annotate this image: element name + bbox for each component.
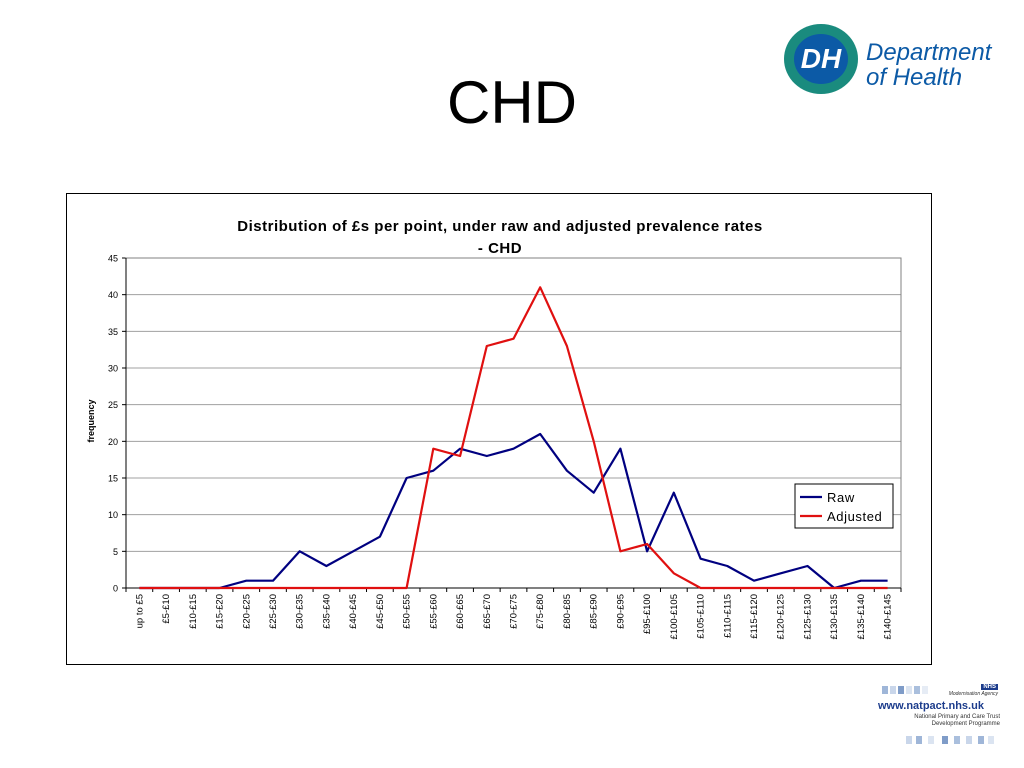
- x-tick-label: £20-£25: [241, 594, 252, 629]
- x-tick-label: £80-£85: [562, 594, 573, 629]
- x-tick-label: £100-£105: [669, 594, 680, 639]
- x-tick-label: £50-£55: [402, 594, 413, 629]
- x-tick-label: £70-£75: [509, 594, 520, 629]
- x-tick-label: £90-£95: [615, 594, 626, 629]
- y-tick-label: 0: [113, 584, 118, 594]
- x-tick-label: £55-£60: [428, 594, 439, 629]
- natpact-sub-line2: Development Programme: [931, 721, 1000, 727]
- department-of-health-logo: DH Department of Health: [784, 24, 1004, 96]
- x-tick-label: £130-£135: [829, 594, 840, 639]
- x-tick-label: £85-£90: [589, 594, 600, 629]
- slide-title: CHD: [447, 69, 577, 136]
- series-line-adjusted: [139, 286, 888, 590]
- legend: [794, 483, 894, 529]
- x-tick-label: £110-£115: [722, 594, 733, 638]
- x-tick-label: £120-£125: [776, 594, 787, 639]
- dh-logo-line2: of Health: [866, 64, 963, 91]
- natpact-logo: NHS Modernisation Agency www.natpact.nhs…: [878, 684, 1000, 754]
- x-tick-label: £115-£120: [749, 594, 760, 639]
- x-tick-label: £40-£45: [348, 594, 359, 629]
- x-tick-label: £15-£20: [215, 594, 226, 629]
- x-tick-label: £65-£70: [482, 594, 493, 629]
- x-tick-label: up to £5: [134, 594, 145, 628]
- legend-label-adjusted: Adjusted: [827, 509, 882, 524]
- dh-logo-mark: DH: [794, 34, 848, 84]
- natpact-agency: Modernisation Agency: [948, 691, 998, 697]
- y-tick-label: 40: [108, 290, 118, 300]
- dh-logo-text: Department of Health: [866, 40, 991, 90]
- y-tick-label: 35: [108, 327, 118, 337]
- dh-logo-line1: Department: [866, 39, 992, 66]
- y-tick-label: 30: [108, 364, 118, 374]
- pixel-pattern-icon: [906, 736, 994, 744]
- chart-frame: [66, 193, 932, 665]
- series-line-raw: [139, 432, 888, 590]
- x-tick-label: £140-£145: [883, 594, 894, 639]
- dh-logo-ring: DH: [784, 24, 858, 94]
- pixel-pattern-icon: [882, 686, 928, 694]
- legend-label-raw: Raw: [827, 490, 855, 505]
- x-tick-label: £125-£130: [802, 594, 813, 639]
- x-tick-label: £75-£80: [535, 594, 546, 629]
- y-axis-label: frequency: [86, 399, 96, 442]
- x-tick-label: £30-£35: [295, 594, 306, 629]
- x-tick-label: £105-£110: [696, 594, 707, 639]
- y-tick-label: 20: [108, 437, 118, 447]
- x-tick-label: £25-£30: [268, 594, 279, 629]
- nhs-badge: NHS: [981, 684, 998, 690]
- y-tick-label: 15: [108, 474, 118, 484]
- y-tick-label: 45: [108, 254, 118, 264]
- y-tick-label: 10: [108, 510, 118, 520]
- plot-area: [125, 257, 902, 589]
- natpact-sub-line1: National Primary and Care Trust: [914, 714, 1000, 720]
- chart-title-line2: - CHD: [477, 240, 523, 257]
- y-tick-label: 5: [113, 547, 118, 557]
- chart-title-line1: Distribution of £s per point, under raw …: [237, 218, 763, 235]
- x-tick-label: £10-£15: [188, 594, 199, 629]
- x-tick-label: £5-£10: [161, 594, 172, 624]
- natpact-url: www.natpact.nhs.uk: [878, 700, 984, 712]
- x-tick-label: £95-£100: [642, 594, 653, 634]
- chart-title: Distribution of £s per point, under raw …: [0, 216, 1000, 260]
- x-tick-label: £35-£40: [321, 594, 332, 629]
- x-tick-label: £135-£140: [856, 594, 867, 639]
- y-tick-label: 25: [108, 400, 118, 410]
- x-tick-label: £60-£65: [455, 594, 466, 629]
- x-tick-label: £45-£50: [375, 594, 386, 629]
- natpact-subtitle: National Primary and Care Trust Developm…: [878, 714, 1000, 728]
